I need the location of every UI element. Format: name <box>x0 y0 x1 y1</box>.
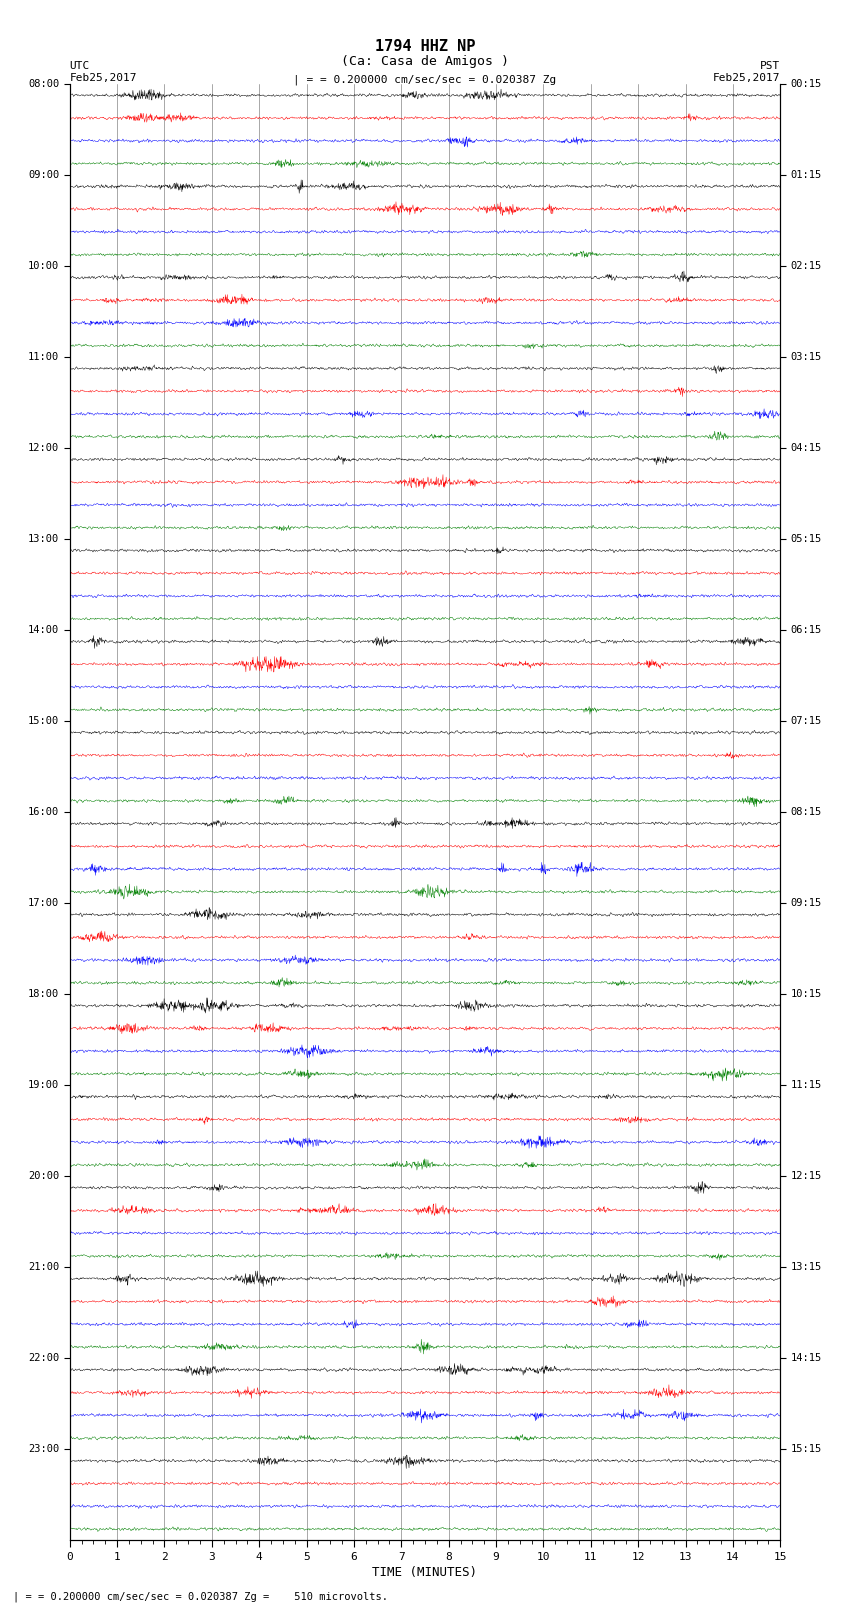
Text: | = = 0.200000 cm/sec/sec = 0.020387 Zg =    510 microvolts.: | = = 0.200000 cm/sec/sec = 0.020387 Zg … <box>13 1590 388 1602</box>
X-axis label: TIME (MINUTES): TIME (MINUTES) <box>372 1566 478 1579</box>
Text: UTC: UTC <box>70 61 90 71</box>
Text: Feb25,2017: Feb25,2017 <box>70 73 137 82</box>
Text: | = = 0.200000 cm/sec/sec = 0.020387 Zg: | = = 0.200000 cm/sec/sec = 0.020387 Zg <box>293 74 557 85</box>
Text: PST: PST <box>760 61 780 71</box>
Text: 1794 HHZ NP: 1794 HHZ NP <box>375 39 475 53</box>
Text: (Ca: Casa de Amigos ): (Ca: Casa de Amigos ) <box>341 55 509 68</box>
Text: Feb25,2017: Feb25,2017 <box>713 73 780 82</box>
